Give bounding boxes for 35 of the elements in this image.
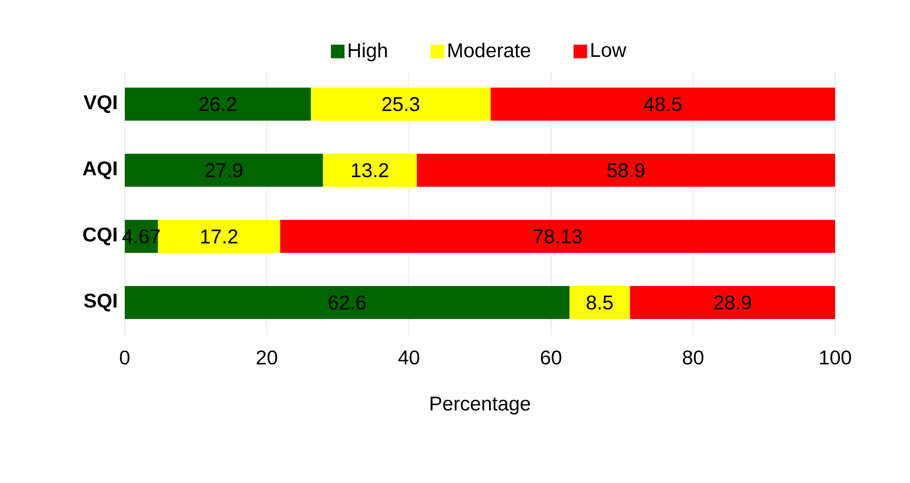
data-label: 28.9 (714, 295, 751, 310)
bar (280, 220, 836, 253)
x-tick-label: 20 (256, 350, 278, 365)
bar (416, 154, 836, 187)
x-tick-label: 0 (120, 350, 130, 365)
bar (490, 88, 836, 121)
y-tick-label: AQI (82, 161, 116, 180)
bar (124, 286, 570, 320)
bar (310, 88, 491, 121)
data-label: 13.2 (352, 163, 388, 178)
bar (569, 286, 630, 320)
x-tick-label: 40 (398, 350, 420, 365)
y-tick-label: SQI (84, 294, 116, 312)
legend-label: High (348, 42, 387, 62)
y-tick-label: VQI (84, 95, 116, 114)
data-label: 25.3 (382, 97, 420, 112)
x-tick-label: 80 (682, 350, 704, 365)
legend-label: Low (591, 43, 626, 58)
data-label: 48.5 (644, 97, 682, 112)
data-label: 62.6 (328, 295, 366, 310)
x-axis-title: Percentage (430, 396, 530, 415)
data-label: 27.9 (205, 163, 242, 178)
data-label: 8.5 (586, 295, 613, 310)
bar (124, 154, 323, 187)
bar (124, 88, 311, 121)
data-label: 26.2 (199, 97, 236, 112)
legend-label: Moderate (448, 42, 530, 58)
data-label: 17.2 (201, 229, 238, 244)
data-label: 58.9 (607, 163, 644, 178)
x-tick-label: 60 (540, 350, 562, 365)
x-tick-label: 100 (820, 350, 852, 365)
bar (322, 154, 417, 187)
bar (630, 286, 836, 320)
data-label: 78.13 (534, 229, 582, 244)
y-tick-label: CQI (83, 227, 116, 246)
